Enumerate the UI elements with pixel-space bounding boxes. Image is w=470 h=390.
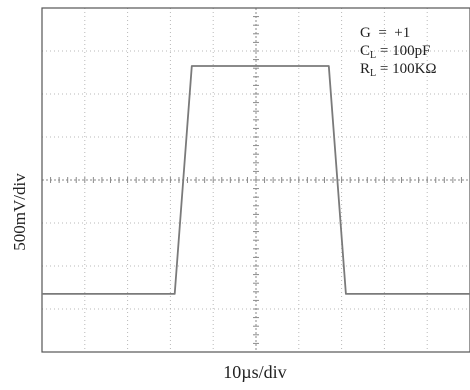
plot-frame bbox=[41, 7, 470, 353]
waveform-trace bbox=[42, 65, 470, 295]
y-axis-label-container: 500mV/div bbox=[0, 152, 40, 272]
gain-annotation: G = +1 bbox=[360, 25, 410, 41]
graticule bbox=[41, 7, 470, 353]
y-axis-label: 500mV/div bbox=[10, 173, 29, 251]
load-resistance-annotation: RL = 100KΩ bbox=[360, 61, 437, 79]
load-capacitance-annotation: CL = 100pF bbox=[360, 43, 430, 61]
legend-annotations: G = +1 CL = 100pF RL = 100KΩ bbox=[360, 25, 437, 79]
x-axis-label: 10µs/div bbox=[223, 362, 287, 382]
pulse-waveform bbox=[42, 65, 470, 295]
